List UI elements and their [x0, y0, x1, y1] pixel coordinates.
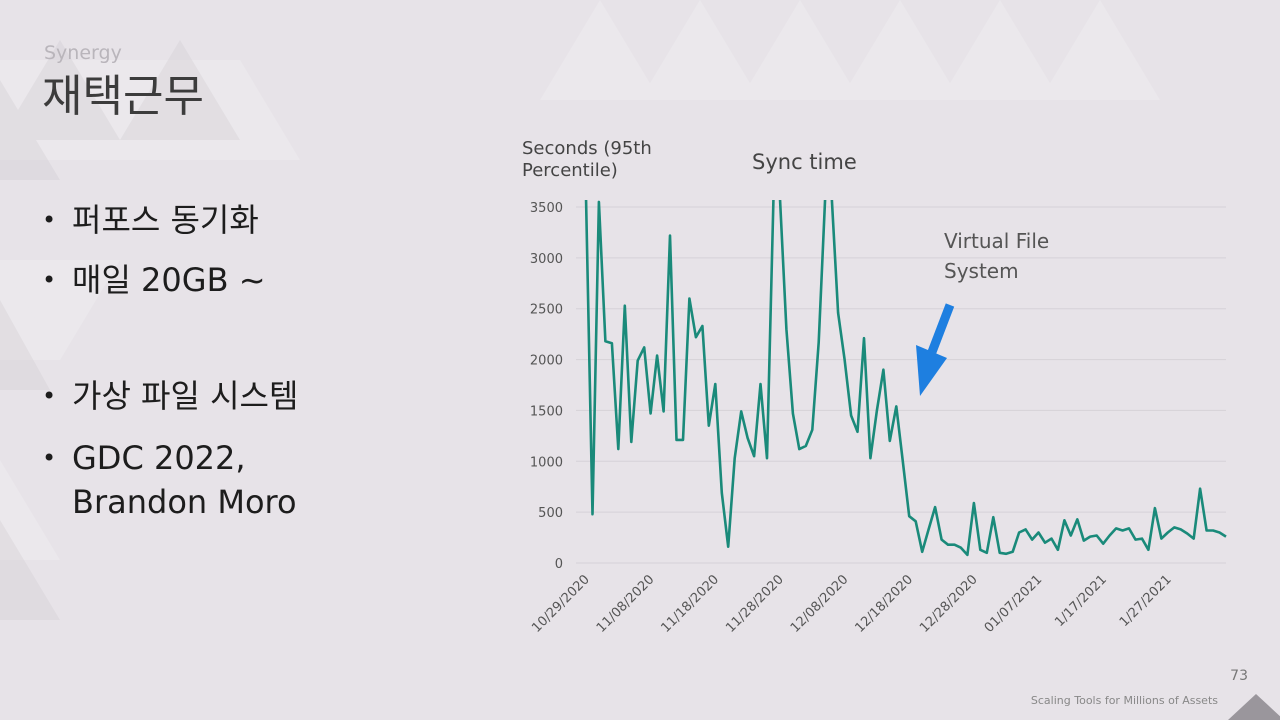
x-tick-label: 10/29/2020 — [529, 572, 593, 636]
page-title: 재택근무 — [42, 71, 204, 122]
y-tick-label: 1500 — [530, 404, 563, 419]
bullet-item: 매일 20GB ~ — [40, 258, 298, 302]
chart-title: Sync time — [752, 150, 857, 174]
y-tick-label: 3000 — [530, 252, 563, 267]
bullet-list: 퍼포스 동기화 매일 20GB ~ 가상 파일 시스템 GDC 2022, Br… — [40, 198, 298, 524]
page-number: 73 — [1230, 668, 1248, 684]
y-tick-label: 0 — [555, 557, 563, 572]
x-tick-label: 12/18/2020 — [852, 572, 916, 636]
bullet-item: 가상 파일 시스템 — [40, 374, 298, 418]
header-subtitle: Synergy — [44, 42, 122, 64]
corner-triangle-icon — [1228, 694, 1280, 720]
bullet-item: 퍼포스 동기화 — [40, 198, 298, 242]
x-tick-label: 12/08/2020 — [788, 572, 852, 636]
y-tick-label: 1000 — [530, 455, 563, 470]
y-tick-label: 500 — [538, 506, 563, 521]
x-tick-label: 11/28/2020 — [723, 572, 787, 636]
x-tick-label: 01/07/2021 — [982, 572, 1046, 636]
series-line — [584, 200, 1227, 557]
arrow-icon — [916, 303, 955, 396]
x-tick-label: 1/17/2021 — [1052, 572, 1110, 630]
vfs-annotation: Virtual File System — [944, 229, 1050, 283]
footer-text: Scaling Tools for Millions of Assets — [1030, 694, 1218, 707]
x-tick-label: 1/27/2021 — [1117, 572, 1175, 630]
bullet-item: GDC 2022, Brandon Moro — [40, 436, 298, 524]
x-tick-label: 11/18/2020 — [659, 572, 723, 636]
x-tick-label: 12/28/2020 — [917, 572, 981, 636]
y-tick-label: 2000 — [530, 354, 563, 369]
y-tick-label: 2500 — [530, 303, 563, 318]
x-tick-label: 11/08/2020 — [594, 572, 658, 636]
y-axis-title: Seconds (95th Percentile) — [522, 138, 652, 181]
y-tick-label: 3500 — [530, 201, 563, 216]
